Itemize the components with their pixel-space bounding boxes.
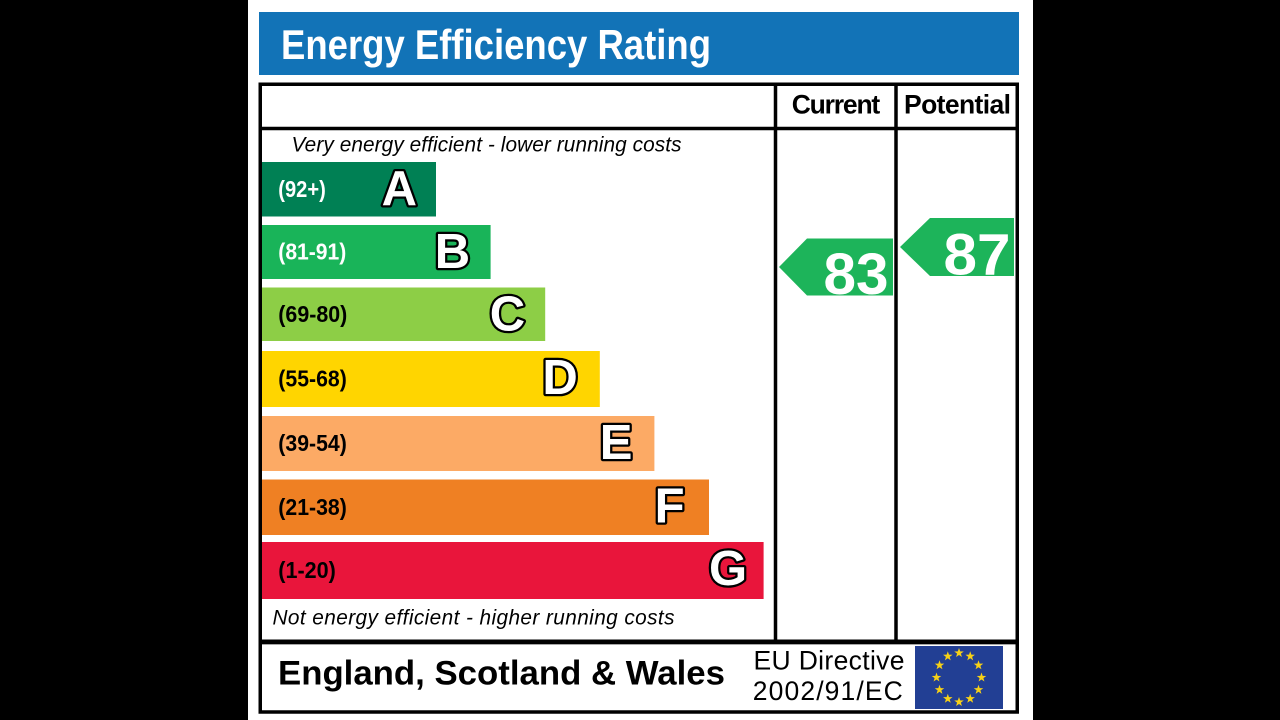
svg-text:(1-20): (1-20) <box>278 557 336 583</box>
svg-text:Current: Current <box>792 90 881 120</box>
svg-text:D: D <box>542 351 577 405</box>
svg-text:Energy Efficiency Rating: Energy Efficiency Rating <box>281 21 711 68</box>
svg-text:EU Directive: EU Directive <box>754 646 905 676</box>
svg-text:2002/91/EC: 2002/91/EC <box>753 676 903 706</box>
svg-text:(21-38): (21-38) <box>278 494 347 520</box>
svg-text:(92+): (92+) <box>278 176 326 202</box>
svg-text:B: B <box>435 225 470 279</box>
svg-text:Very energy efficient - lower: Very energy efficient - lower running co… <box>292 134 682 157</box>
svg-text:A: A <box>382 162 417 216</box>
svg-text:Potential: Potential <box>904 90 1011 120</box>
svg-text:87: 87 <box>944 223 1011 288</box>
svg-text:(81-91): (81-91) <box>278 239 346 265</box>
svg-text:(39-54): (39-54) <box>278 430 347 456</box>
svg-text:C: C <box>490 288 525 342</box>
svg-text:G: G <box>709 542 747 596</box>
svg-text:(55-68): (55-68) <box>278 366 347 392</box>
svg-text:England, Scotland & Wales: England, Scotland & Wales <box>278 655 725 693</box>
svg-text:F: F <box>655 480 685 534</box>
svg-text:(69-80): (69-80) <box>278 301 347 327</box>
svg-text:83: 83 <box>824 242 889 307</box>
svg-text:E: E <box>600 416 633 470</box>
svg-text:Not energy efficient - higher: Not energy efficient - higher running co… <box>273 607 675 630</box>
